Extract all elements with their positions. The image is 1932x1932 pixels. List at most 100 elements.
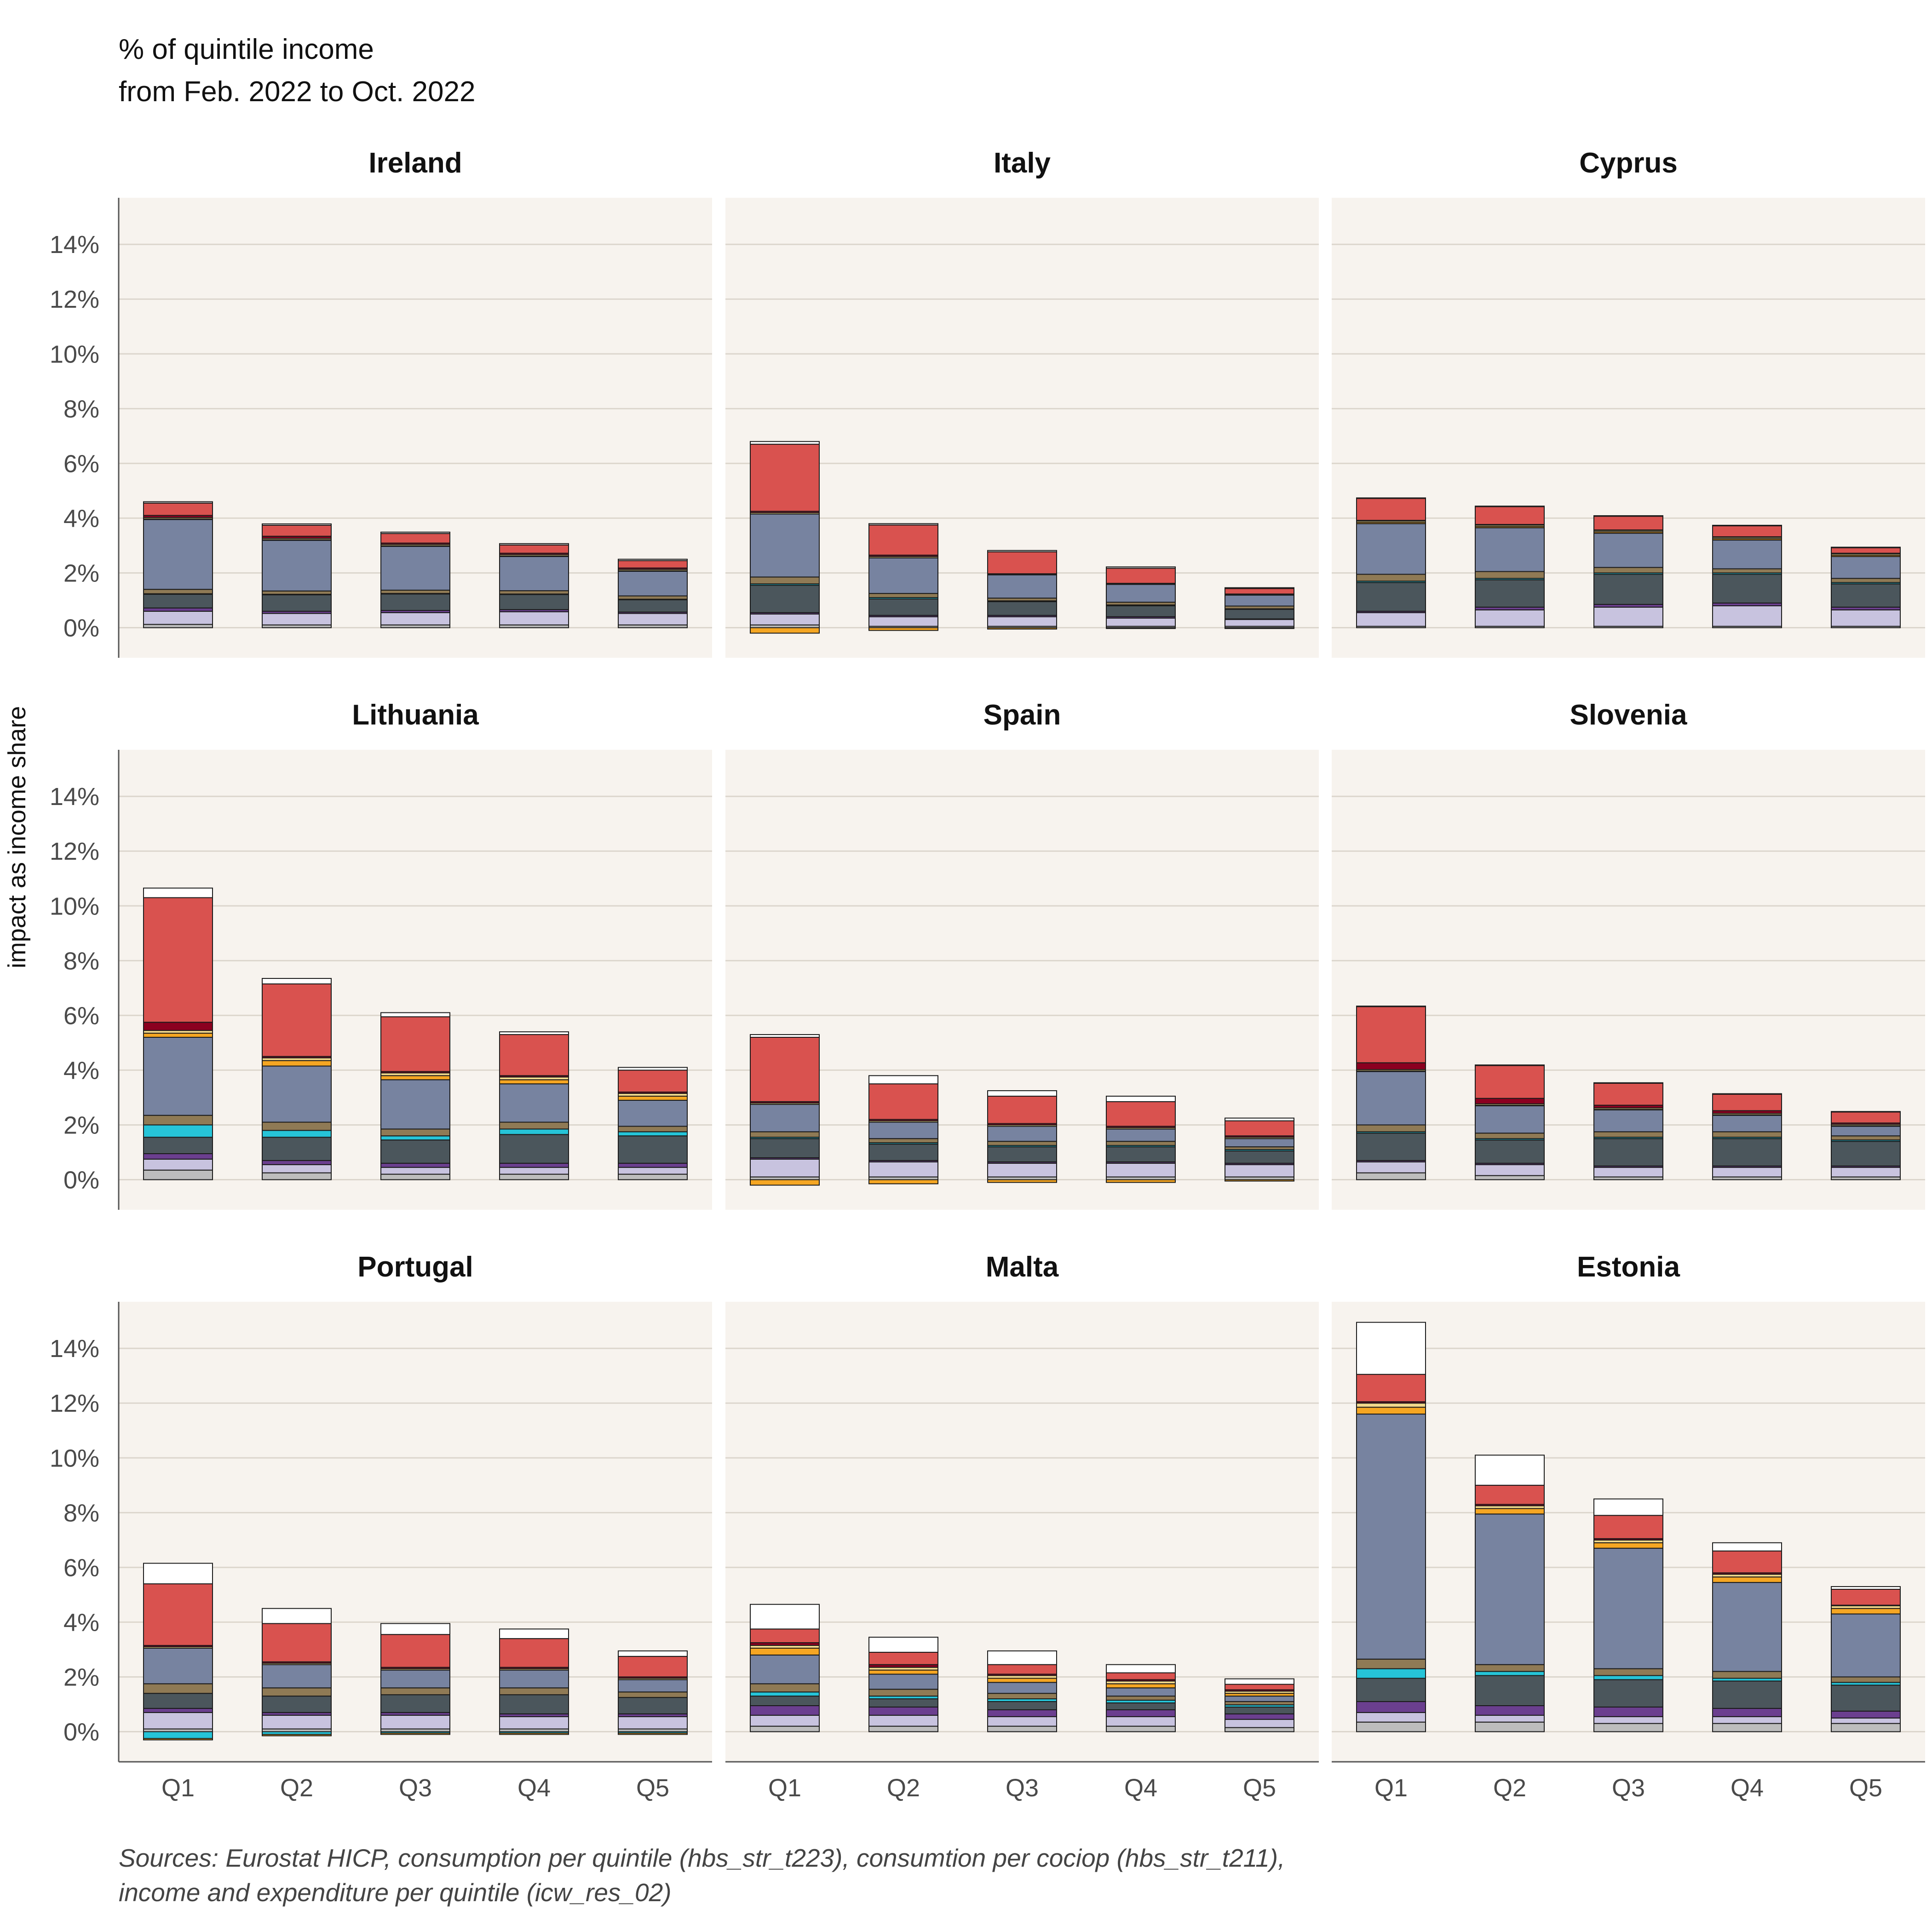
bar-segment: [750, 627, 820, 634]
bar-segment: [868, 1161, 938, 1178]
bar-segment: [750, 1691, 820, 1697]
bar-segment: [1712, 605, 1782, 627]
bar-segment: [987, 1090, 1057, 1097]
bar-segment: [750, 1104, 820, 1133]
bar-segment: [750, 1696, 820, 1706]
x-tick-label: Q4: [1731, 1774, 1764, 1802]
bar-segment: [380, 1075, 450, 1081]
bar-segment: [1356, 1721, 1426, 1732]
bar-segment: [1356, 1678, 1426, 1702]
bar-segment: [618, 1126, 688, 1133]
y-tick-label: 14%: [50, 1335, 99, 1363]
bar-segment: [1225, 588, 1294, 595]
bar-segment: [618, 1656, 688, 1678]
bar-segment: [262, 1664, 332, 1689]
bar-segment: [380, 1623, 450, 1635]
bar-segment: [618, 613, 688, 626]
y-axis-label: impact as income share: [3, 706, 31, 968]
bar-segment: [143, 1037, 213, 1116]
bar-segment: [1225, 609, 1294, 620]
bar-segment: [1106, 617, 1176, 627]
bar-segment: [1475, 1664, 1545, 1672]
bar-segment: [868, 593, 938, 598]
bar-segment: [1593, 1723, 1663, 1732]
bar-segment: [1106, 1709, 1176, 1717]
bar-segment: [262, 1714, 332, 1730]
bar-segment: [618, 595, 688, 600]
bar-segment: [380, 1173, 450, 1180]
bar-segment: [1593, 1542, 1663, 1549]
bar-segment: [868, 1714, 938, 1727]
bar-segment: [262, 1687, 332, 1697]
bar-segment: [750, 1714, 820, 1727]
bar-segment: [499, 1083, 569, 1123]
bar-segment: [1225, 1678, 1294, 1685]
bar-segment: [868, 1179, 938, 1184]
panel-title: Italy: [994, 147, 1051, 179]
bar-segment: [380, 1016, 450, 1072]
y-tick-label: 12%: [50, 1390, 99, 1417]
bar-segment: [499, 1079, 569, 1085]
bar-segment: [987, 1126, 1057, 1142]
bar-segment: [1475, 1484, 1545, 1505]
bar-segment: [1712, 1708, 1782, 1717]
bar-segment: [380, 1139, 450, 1164]
panel: Slovenia: [1332, 699, 1925, 1210]
bar-segment: [1712, 1680, 1782, 1709]
bar-segment: [1475, 1098, 1545, 1104]
bar-segment: [1106, 1672, 1176, 1680]
bar-segment: [1106, 627, 1176, 629]
bar-segment: [987, 1095, 1057, 1124]
bar-segment: [1475, 1721, 1545, 1732]
bar-segment: [1475, 609, 1545, 627]
bar-segment: [1712, 1550, 1782, 1574]
bar-segment: [750, 613, 820, 626]
bar-segment: [868, 627, 938, 631]
bar-segment: [1593, 1131, 1663, 1138]
bar-segment: [380, 612, 450, 626]
bar-segment: [499, 590, 569, 595]
x-tick-label: Q3: [399, 1774, 432, 1802]
bar-segment: [499, 1162, 569, 1168]
bar-segment: [499, 1134, 569, 1164]
panel: Lithuania 0% 2% 4% 6% 8% 10% 12% 14%: [50, 699, 712, 1210]
bar-segment: [750, 1654, 820, 1685]
bar-segment: [1225, 594, 1294, 607]
bar-segment: [499, 611, 569, 626]
bar-segment: [1475, 527, 1545, 572]
bar-segment: [262, 590, 332, 595]
bar-segment: [1106, 1702, 1176, 1710]
bar-segment: [987, 551, 1057, 575]
bar-segment: [868, 557, 938, 594]
bar-segment: [143, 610, 213, 625]
bar-segment: [618, 1173, 688, 1180]
bar-segment: [987, 1664, 1057, 1675]
bar-segment: [499, 1638, 569, 1668]
bar-segment: [1475, 1675, 1545, 1706]
bar-segment: [262, 1734, 332, 1736]
bar-segment: [380, 546, 450, 591]
bar-segment: [1831, 609, 1901, 627]
bar-segment: [499, 1173, 569, 1180]
bar-segment: [380, 533, 450, 544]
bar-segment: [1356, 574, 1426, 582]
bar-segment: [262, 540, 332, 592]
bar-segment: [143, 624, 213, 628]
bar-segment: [618, 1716, 688, 1730]
bar-segment: [143, 1683, 213, 1694]
bar-segment: [618, 1691, 688, 1698]
x-tick-label: Q5: [1243, 1774, 1276, 1802]
bar-segment: [1106, 568, 1176, 584]
bar-segment: [262, 1164, 332, 1173]
bar-segment: [1356, 1133, 1426, 1161]
y-tick-label: 12%: [50, 286, 99, 313]
y-tick-label: 0%: [63, 615, 99, 642]
bar-segment: [143, 1738, 213, 1741]
bar-segment: [1831, 1685, 1901, 1712]
bar-segment: [1475, 1455, 1545, 1486]
bar-segment: [750, 1131, 820, 1138]
bar-segment: [262, 1696, 332, 1713]
bar-segment: [1831, 1589, 1901, 1606]
bar-segment: [1593, 1547, 1663, 1669]
